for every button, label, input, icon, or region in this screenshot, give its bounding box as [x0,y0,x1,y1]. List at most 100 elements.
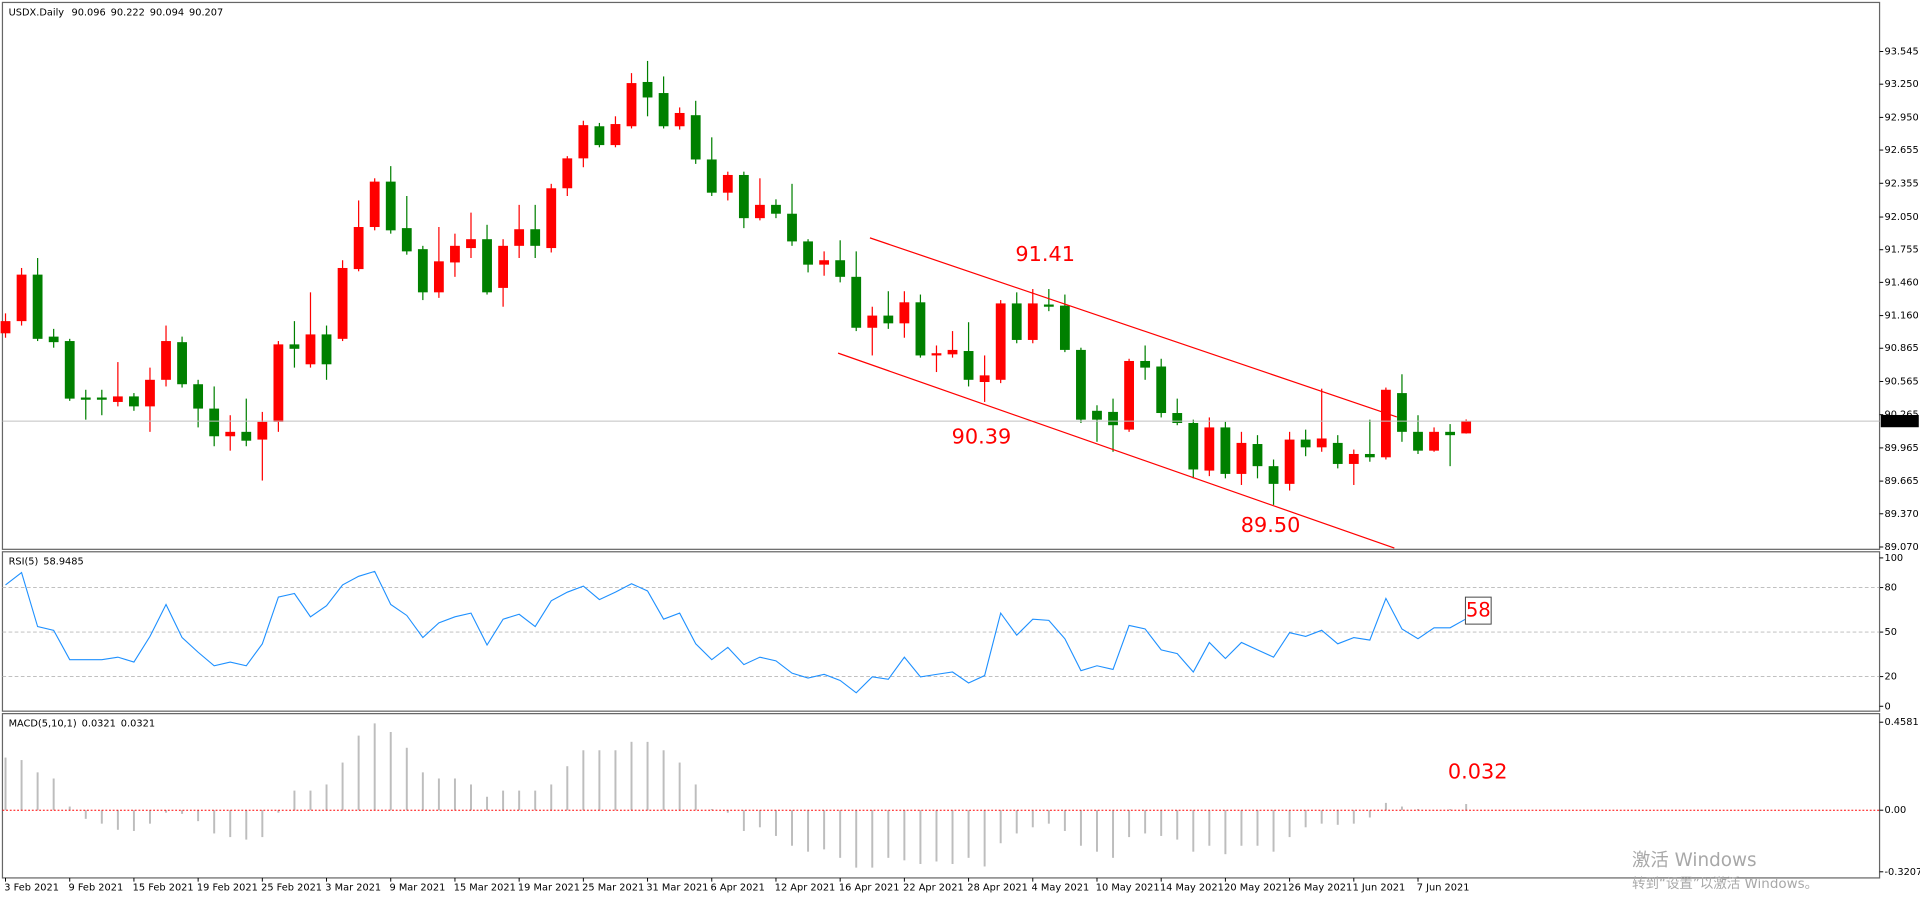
annotation: 89.50 [1241,513,1301,537]
y-tick-label: 91.755 [1884,245,1918,256]
candle-body [353,227,364,270]
y-tick-label: 89.965 [1884,443,1918,454]
candle-body [738,174,749,219]
candle-body [1043,304,1054,307]
candle-body [0,321,11,334]
y-tick-label: 100 [1884,553,1903,564]
macd-title: MACD(5,10,1) [9,718,77,729]
candle-body [722,174,733,193]
x-tick-label: 26 May 2021 [1288,883,1352,894]
annotation: 91.41 [1015,242,1075,266]
y-tick-label: 93.545 [1884,47,1918,58]
candle-body [96,397,107,400]
candle-body [674,112,685,127]
candle-body [1332,442,1343,464]
candle-body [32,274,43,339]
close-value: 90.207 [189,7,223,18]
y-tick-label: 80 [1884,583,1896,594]
x-tick-label: 10 May 2021 [1096,883,1160,894]
candle-body [1172,413,1183,423]
candle-body [819,260,830,265]
y-tick-label: 0.00 [1884,805,1906,816]
candle-body [1252,444,1263,467]
candle-body [642,81,653,98]
annotation: 58 [1466,599,1491,622]
x-tick-label: 9 Mar 2021 [390,883,446,894]
candle-body [835,260,846,277]
macd-pane [1,713,1881,879]
candle-body [1461,421,1472,434]
candle-body [1300,439,1311,448]
x-tick-label: 16 Apr 2021 [839,883,900,894]
y-tick-label: -0.3207 [1884,867,1920,878]
candle-body [658,93,669,127]
x-tick-label: 15 Mar 2021 [454,883,516,894]
y-tick-label: 89.665 [1884,476,1918,487]
candle-body [401,228,412,252]
candle-body [610,124,621,146]
candle-body [931,353,942,356]
y-tick-label: 20 [1884,672,1896,683]
candle-body [1381,389,1391,458]
candle-body [450,245,460,263]
candle-body [963,351,974,380]
candle-body [273,344,284,422]
x-tick-label: 3 Mar 2021 [325,883,381,894]
candle-body [899,302,910,324]
y-tick-label: 92.655 [1884,145,1918,156]
candle-body [225,431,236,437]
low-value: 90.094 [150,7,184,18]
y-tick-label: 92.950 [1884,112,1918,123]
candle-body [482,239,492,293]
y-tick-label: 92.355 [1884,178,1918,189]
x-tick-label: 12 Apr 2021 [775,883,836,894]
candle-body [1140,360,1151,368]
price-pane [1,1,1881,550]
candle-body [145,379,155,407]
candle-body [1284,439,1295,484]
candle-body [1348,453,1359,464]
y-tick-label: 93.250 [1884,79,1918,90]
candle-body [1220,427,1231,474]
candle-body [80,397,91,400]
channel-lower [837,352,1395,549]
candle-body [947,349,958,355]
candle-body [466,239,476,249]
annotation: 90.39 [952,425,1012,449]
current-price-label: 90.207 [1883,416,1917,427]
x-tick-label: 25 Mar 2021 [582,883,644,894]
y-tick-label: 91.160 [1884,311,1918,322]
x-tick-label: 9 Feb 2021 [68,883,123,894]
annotation-box [1464,596,1492,625]
candle-body [1124,360,1134,430]
y-tick-label: 89.370 [1884,509,1918,520]
x-tick-label: 4 May 2021 [1032,883,1090,894]
x-tick-label: 31 Mar 2021 [646,883,708,894]
candle-body [129,396,139,407]
candle-body [1027,303,1038,340]
rsi-pane [1,551,1881,712]
x-tick-label: 22 Apr 2021 [903,883,964,894]
candle-body [193,384,204,409]
candle-body [883,315,894,324]
candle-body [514,229,525,246]
candle-body [433,261,444,293]
candle-body [530,229,541,246]
candle-body [177,342,187,385]
candle-body [594,126,605,146]
rsi-line [5,570,1467,694]
candle-body [562,158,573,189]
x-tick-label: 6 Apr 2021 [711,883,765,894]
candle-body [867,315,878,328]
candle-body [546,188,557,249]
macd-value: 0.0321 [82,718,116,729]
candle-body [690,115,701,160]
candle-body [1076,349,1086,420]
candle-body [385,181,396,231]
candle-body [1397,393,1407,432]
channel-upper [869,237,1398,418]
candle-body [16,274,27,322]
open-value: 90.096 [71,7,105,18]
